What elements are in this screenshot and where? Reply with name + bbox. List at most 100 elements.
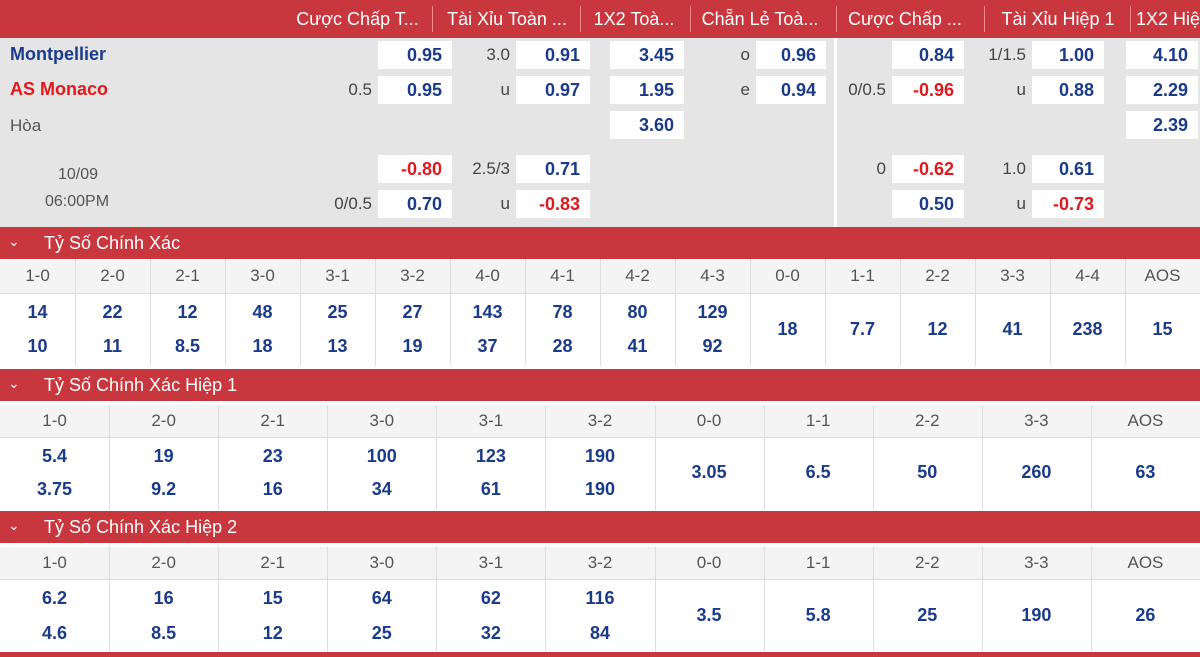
tab-1x2-full[interactable]: 1X2 Toà... [593, 9, 675, 29]
score-odds-value[interactable]: 23 [262, 446, 283, 466]
odds-cell[interactable]: 0.94 [756, 76, 826, 104]
score-odds-value[interactable]: 12 [927, 319, 948, 339]
score-odds-value[interactable]: 22 [102, 302, 123, 322]
odds-cell[interactable]: 2.29 [1126, 76, 1198, 104]
score-odds-value[interactable]: 190 [584, 479, 616, 499]
score-odds-value[interactable]: 63 [1135, 462, 1156, 482]
score-odds-value[interactable]: 25 [917, 605, 938, 625]
column-divider [764, 405, 765, 510]
score-odds-value[interactable]: 18 [252, 336, 273, 356]
odds-cell[interactable]: 1.00 [1032, 41, 1104, 69]
score-odds-value[interactable]: 34 [371, 479, 392, 499]
score-odds-value[interactable]: 238 [1072, 319, 1103, 339]
score-odds-value[interactable]: 62 [480, 588, 501, 608]
score-odds-value[interactable]: 4.6 [42, 623, 68, 643]
score-odds-value[interactable]: 13 [327, 336, 348, 356]
score-odds-value[interactable]: 19 [402, 336, 423, 356]
score-odds-value[interactable]: 143 [472, 302, 503, 322]
score-odds-value[interactable]: 78 [552, 302, 573, 322]
odds-cell[interactable]: -0.80 [378, 155, 452, 183]
score-odds-value[interactable]: 61 [480, 479, 501, 499]
odds-cell[interactable]: 4.10 [1126, 41, 1198, 69]
home-team-name: Montpellier [10, 44, 107, 64]
tab-handicap-h1[interactable]: Cược Chấp ... [848, 9, 962, 29]
score-odds-value[interactable]: 12 [262, 623, 283, 643]
score-odds-value[interactable]: 26 [1135, 605, 1156, 625]
score-odds-value[interactable]: 80 [627, 302, 648, 322]
score-odds-value[interactable]: 190 [1021, 605, 1052, 625]
score-odds-value[interactable]: 15 [262, 588, 283, 608]
score-odds-value[interactable]: 260 [1021, 462, 1052, 482]
score-odds-value[interactable]: 10 [27, 336, 48, 356]
score-odds-value[interactable]: 19 [153, 446, 174, 466]
score-odds-value[interactable]: 32 [480, 623, 501, 643]
odds-cell[interactable]: -0.83 [516, 190, 590, 218]
odds-cell[interactable]: 2.39 [1126, 111, 1198, 139]
score-odds-value[interactable]: 25 [327, 302, 348, 322]
tab-1x2-h1[interactable]: 1X2 Hiệ [1136, 9, 1200, 29]
tab-handicap-full[interactable]: Cược Chấp T... [296, 9, 419, 29]
tab-odd-even-full[interactable]: Chẵn Lẻ Toà... [701, 9, 819, 29]
odds-cell[interactable]: 1.95 [610, 76, 684, 104]
score-odds-value[interactable]: 9.2 [151, 479, 177, 499]
odds-cell[interactable]: 0.95 [378, 41, 452, 69]
tab-over-under-h1[interactable]: Tài Xỉu Hiệp 1 [1001, 9, 1115, 29]
score-odds-value[interactable]: 6.5 [805, 462, 831, 482]
column-divider [218, 405, 219, 510]
chevron-down-icon[interactable]: ⌄ [8, 233, 20, 249]
score-odds-value[interactable]: 25 [371, 623, 392, 643]
odds-cell[interactable]: -0.73 [1032, 190, 1104, 218]
chevron-down-icon[interactable]: ⌄ [8, 517, 20, 533]
odds-cell[interactable]: -0.62 [892, 155, 964, 183]
odds-cell[interactable]: -0.96 [892, 76, 964, 104]
odds-cell[interactable]: 0.97 [516, 76, 590, 104]
odds-cell[interactable]: 0.70 [378, 190, 452, 218]
odds-cell[interactable]: 0.50 [892, 190, 964, 218]
odds-cell[interactable]: 3.60 [610, 111, 684, 139]
score-odds-value[interactable]: 123 [475, 446, 506, 466]
odds-cell[interactable]: 0.95 [378, 76, 452, 104]
score-odds-value[interactable]: 3.75 [37, 479, 73, 499]
odds-cell[interactable]: 0.61 [1032, 155, 1104, 183]
score-odds-value[interactable]: 7.7 [849, 319, 876, 339]
score-odds-value[interactable]: 5.8 [805, 605, 831, 625]
section-header-correct-score[interactable]: ⌄ Tỷ Số Chính Xác [0, 227, 1200, 259]
score-odds-value[interactable]: 16 [153, 588, 174, 608]
score-odds-value[interactable]: 48 [252, 302, 273, 322]
score-odds-value[interactable]: 8.5 [151, 623, 177, 643]
section-header-correct-score-h1[interactable]: ⌄ Tỷ Số Chính Xác Hiệp 1 [0, 369, 1200, 401]
score-odds-value[interactable]: 8.5 [174, 336, 201, 356]
score-odds-value[interactable]: 64 [371, 588, 392, 608]
score-odds-value[interactable]: 28 [552, 336, 573, 356]
score-odds-value[interactable]: 190 [584, 446, 616, 466]
score-odds-value[interactable]: 18 [777, 319, 798, 339]
score-odds-value[interactable]: 116 [585, 588, 615, 608]
score-odds-value[interactable]: 5.4 [42, 446, 68, 466]
section-header-correct-score-h2[interactable]: ⌄ Tỷ Số Chính Xác Hiệp 2 [0, 511, 1200, 543]
score-odds-value[interactable]: 3.5 [696, 605, 722, 625]
score-odds-value[interactable]: 12 [177, 302, 198, 322]
score-odds-value[interactable]: 15 [1152, 319, 1173, 339]
odds-cell[interactable]: 0.88 [1032, 76, 1104, 104]
odds-cell[interactable]: 3.45 [610, 41, 684, 69]
odds-cell[interactable]: 0.96 [756, 41, 826, 69]
score-odds-value[interactable]: 14 [27, 302, 48, 322]
tab-over-under-full[interactable]: Tài Xỉu Toàn ... [447, 9, 567, 29]
odds-cell[interactable]: 0.91 [516, 41, 590, 69]
score-odds-value[interactable]: 3.05 [691, 462, 727, 482]
score-odds-value[interactable]: 41 [1002, 319, 1023, 339]
score-odds-value[interactable]: 50 [917, 462, 938, 482]
score-odds-value[interactable]: 37 [477, 336, 498, 356]
score-odds-value[interactable]: 129 [697, 302, 728, 322]
score-odds-value[interactable]: 6.2 [42, 588, 68, 608]
score-odds-value[interactable]: 41 [627, 336, 648, 356]
score-odds-value[interactable]: 100 [366, 446, 397, 466]
odds-cell[interactable]: 0.71 [516, 155, 590, 183]
score-odds-value[interactable]: 27 [402, 302, 423, 322]
odds-cell[interactable]: 0.84 [892, 41, 964, 69]
score-odds-value[interactable]: 11 [102, 336, 123, 356]
chevron-down-icon[interactable]: ⌄ [8, 375, 20, 391]
score-odds-value[interactable]: 84 [589, 623, 610, 643]
score-odds-value[interactable]: 92 [702, 336, 723, 356]
score-odds-value[interactable]: 16 [262, 479, 283, 499]
